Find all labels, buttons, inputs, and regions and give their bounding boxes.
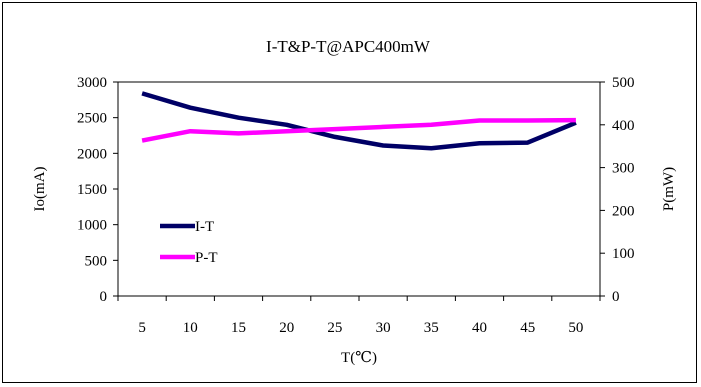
right-tick-label: 400 [612, 118, 635, 134]
series-line-i-t [141, 91, 577, 151]
y2-axis-label: P(mW) [661, 167, 677, 211]
x-axis-ticks: 5 10 15 20 25 30 35 40 45 50 [117, 296, 601, 336]
series-layer [141, 91, 577, 151]
y-axis-label: Io(mA) [32, 167, 48, 212]
x-tick-label: 10 [183, 320, 198, 336]
x-tick-label: 25 [327, 320, 342, 336]
x-tick-label: 40 [472, 320, 487, 336]
plot-area [117, 81, 601, 297]
right-tick-label: 300 [612, 161, 635, 177]
left-tick-label: 3000 [77, 75, 107, 91]
left-tick-label: 500 [85, 253, 108, 269]
legend-label-i-t: I-T [195, 219, 214, 235]
x-axis-label: T(℃) [341, 350, 377, 366]
right-tick-label: 200 [612, 203, 635, 219]
legend-label-p-t: P-T [195, 250, 218, 266]
x-tick-label: 15 [231, 320, 246, 336]
left-tick-label: 1000 [77, 218, 107, 234]
x-tick-label: 45 [520, 320, 535, 336]
x-tick-label: 30 [376, 320, 391, 336]
left-axis-ticks: 0 500 1000 1500 2000 2500 3000 [77, 75, 118, 305]
left-tick-label: 0 [100, 289, 108, 305]
x-tick-label: 5 [138, 320, 146, 336]
right-axis-ticks: 0 100 200 300 400 500 [600, 75, 635, 305]
x-tick-label: 20 [279, 320, 294, 336]
chart-title: I-T&P-T@APC400mW [266, 37, 431, 56]
right-tick-label: 0 [612, 289, 620, 305]
right-tick-label: 500 [612, 75, 635, 91]
x-tick-label: 35 [424, 320, 439, 336]
left-tick-label: 1500 [77, 182, 107, 198]
series-line-p-t [141, 117, 576, 143]
left-tick-label: 2500 [77, 111, 107, 127]
right-tick-label: 100 [612, 246, 635, 262]
x-tick-label: 50 [568, 320, 583, 336]
left-tick-label: 2000 [77, 146, 107, 162]
legend: I-T P-T [160, 219, 218, 266]
